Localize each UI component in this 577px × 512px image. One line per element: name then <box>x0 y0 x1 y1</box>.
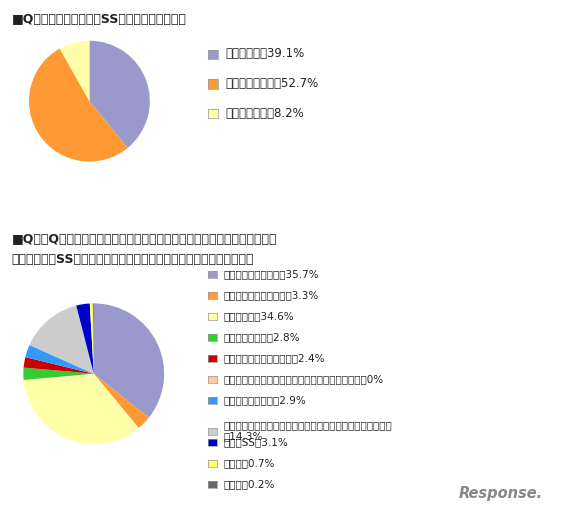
Text: その他：0.7%: その他：0.7% <box>224 458 275 468</box>
Text: 決めている：39.1%: 決めている：39.1% <box>225 47 304 60</box>
Text: セルフSS：3.1%: セルフSS：3.1% <box>224 437 288 447</box>
Wedge shape <box>29 49 128 161</box>
Text: 決めていない：8.2%: 決めていない：8.2% <box>225 106 304 120</box>
Wedge shape <box>93 304 164 418</box>
Text: 入り口が広く入りやすい：2.4%: 入り口が広く入りやすい：2.4% <box>224 353 325 363</box>
Text: す。利用するSSを決める際、もっとも重要視する基準は何ですか。？: す。利用するSSを決める際、もっとも重要視する基準は何ですか。？ <box>12 253 254 266</box>
Wedge shape <box>25 357 93 374</box>
Text: セールスルーム・待合室等がきれいでくつろげる：0%: セールスルーム・待合室等がきれいでくつろげる：0% <box>224 374 384 384</box>
Wedge shape <box>93 304 94 374</box>
Text: 無回答：0.2%: 無回答：0.2% <box>224 479 275 489</box>
Text: 価格が安い：34.6%: 価格が安い：34.6% <box>224 311 294 321</box>
Text: ■Q１：いつも利用するSSを決めていますか？: ■Q１：いつも利用するSSを決めていますか？ <box>12 13 186 26</box>
Text: 長年利用している：2.9%: 長年利用している：2.9% <box>224 395 306 405</box>
Wedge shape <box>25 345 93 374</box>
Wedge shape <box>29 306 93 374</box>
Wedge shape <box>24 357 93 374</box>
Wedge shape <box>93 374 149 428</box>
Wedge shape <box>76 304 93 374</box>
Wedge shape <box>23 368 93 380</box>
Wedge shape <box>90 304 93 374</box>
Text: ■Q２：Q１で「決めている」、「ほぼ決めている」と回答した方に伺いま: ■Q２：Q１で「決めている」、「ほぼ決めている」と回答した方に伺いま <box>12 233 277 246</box>
Wedge shape <box>89 41 150 148</box>
Text: ブランド（石油会社）：3.3%: ブランド（石油会社）：3.3% <box>224 290 319 300</box>
Text: Response.: Response. <box>459 486 543 501</box>
Text: ほぼ決めている：52.7%: ほぼ決めている：52.7% <box>225 77 319 90</box>
Wedge shape <box>24 374 138 444</box>
Text: 会員カードを持っているため（割引又はポイントが貯まる）: 会員カードを持っているため（割引又はポイントが貯まる） <box>224 420 392 430</box>
Text: 家、勤務先から近い：35.7%: 家、勤務先から近い：35.7% <box>224 269 320 279</box>
Text: ：14.3%: ：14.3% <box>224 432 263 441</box>
Text: サービスがよい：2.8%: サービスがよい：2.8% <box>224 332 301 342</box>
Wedge shape <box>59 40 89 101</box>
